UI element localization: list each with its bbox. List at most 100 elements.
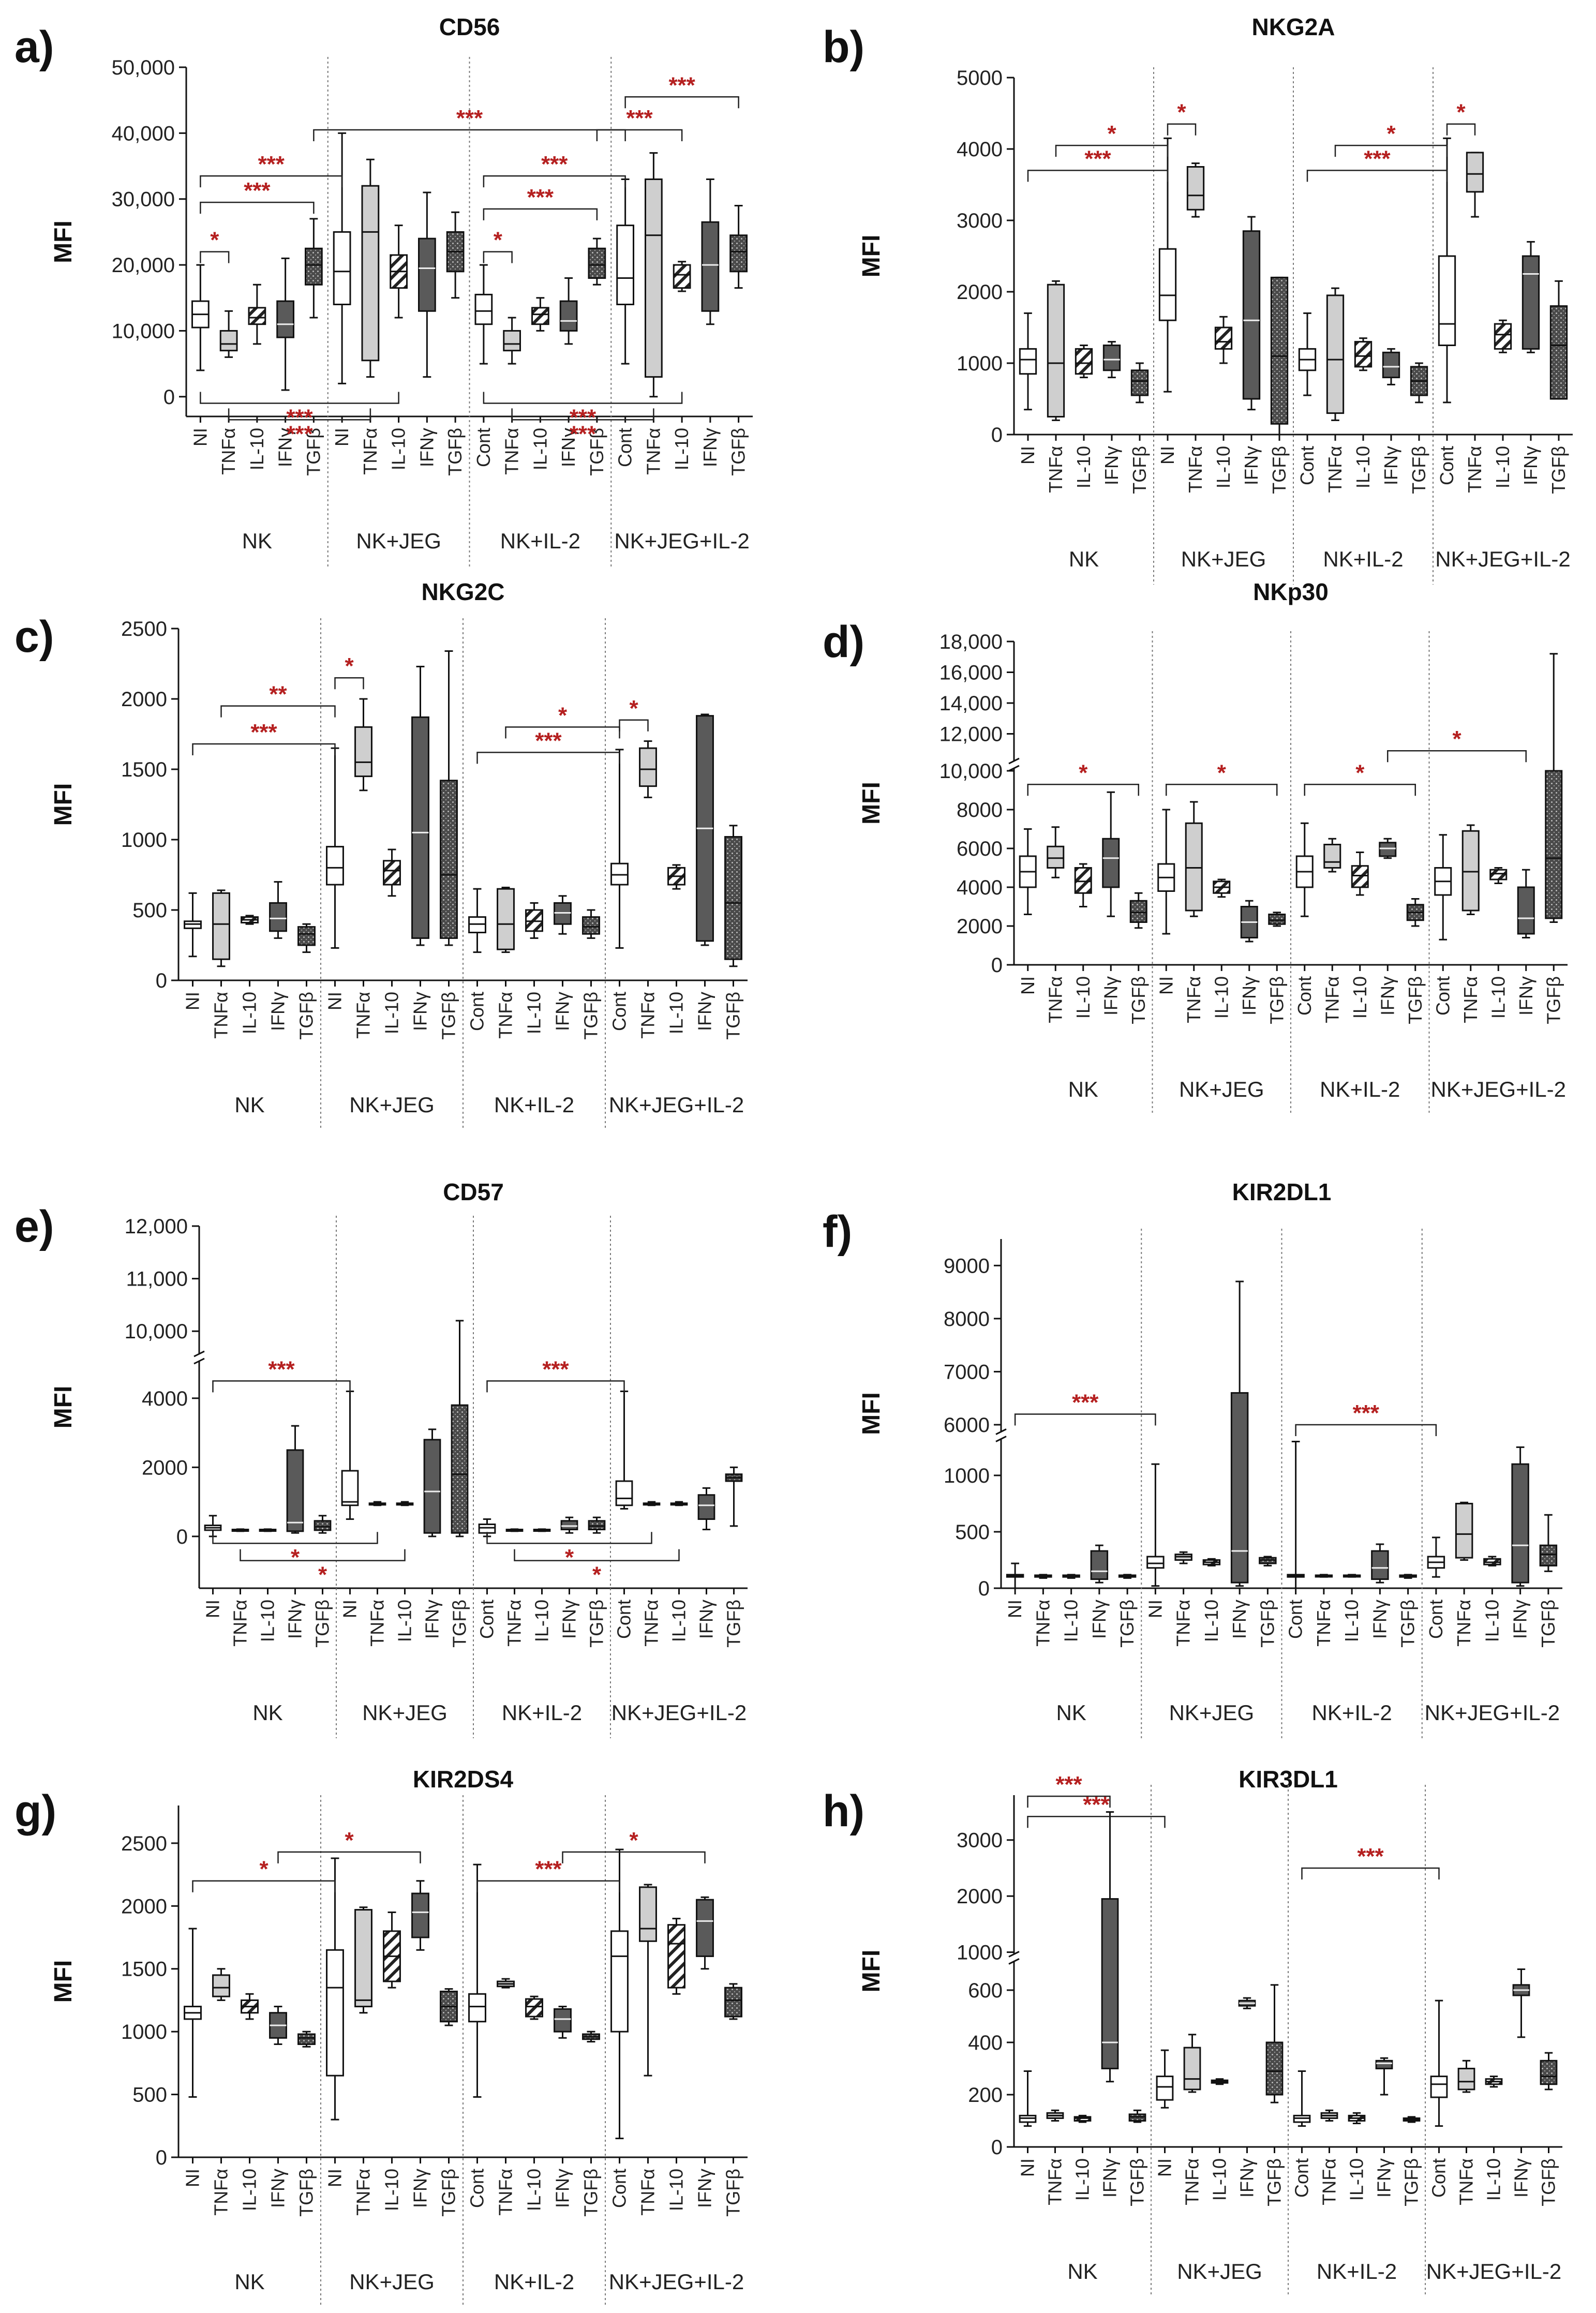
y-tick-label: 2500 (121, 618, 167, 640)
x-tick-label: IFNγ (422, 1600, 443, 1639)
box-IFNγ (1102, 341, 1121, 379)
significance-bracket: * (277, 1828, 421, 1863)
box-iqr (724, 836, 742, 960)
box-TGFβ (582, 909, 600, 939)
y-tick-label: 8000 (944, 1308, 990, 1331)
y-tick-label: 200 (968, 2084, 1003, 2107)
x-tick-label: TNFα (1321, 976, 1343, 1023)
box-iqr (1102, 838, 1120, 888)
box-iqr (1517, 886, 1535, 935)
panel-label: h) (823, 1786, 864, 1836)
box-IFNγ (269, 2006, 287, 2045)
significance-stars: *** (250, 720, 277, 745)
chart-title: NKG2A (1251, 13, 1335, 40)
x-tick-label: IL-10 (246, 428, 267, 470)
box-iqr (1457, 2067, 1475, 2091)
significance-stars: * (1386, 121, 1396, 146)
x-tick-label: Cont (609, 992, 630, 1031)
x-tick-label: TGFβ (728, 428, 749, 476)
box-IL-10 (1075, 345, 1093, 379)
box-IL-10 (525, 1995, 543, 2020)
x-tick-label: TNFα (641, 1600, 662, 1647)
x-tick-label: IL-10 (1481, 1600, 1502, 1642)
box-TNFα (1186, 162, 1205, 218)
x-tick-label: IFNγ (410, 2169, 431, 2208)
box-iqr (1379, 842, 1397, 857)
x-tick-label: TNFα (637, 2169, 659, 2216)
box-TGFβ (1540, 2052, 1558, 2091)
box-iqr (639, 747, 657, 787)
significance-bracket: *** (476, 1857, 620, 1892)
box-iqr (212, 1974, 230, 1997)
bracket-line (1304, 784, 1416, 796)
x-tick-label: IFNγ (1241, 446, 1262, 485)
bracket-line (1166, 784, 1278, 796)
significance-bracket: * (334, 653, 364, 690)
chart-title: NKG2C (421, 578, 504, 605)
significance-stars: * (210, 228, 219, 253)
x-tick-label: NI (1157, 446, 1178, 465)
x-tick-label: IFNγ (1236, 2158, 1258, 2198)
significance-bracket: *** (486, 1356, 625, 1393)
x-tick-label: Cont (1432, 976, 1453, 1016)
x-tick-label: IL-10 (239, 992, 260, 1034)
box-IFNγ (1382, 348, 1400, 385)
box-iqr (219, 330, 238, 352)
x-tick-label: TGFβ (586, 428, 607, 476)
bracket-line (212, 1380, 351, 1393)
significance-bracket: *** (596, 106, 683, 141)
box-IFNγ (1230, 1280, 1249, 1587)
box-iqr (333, 231, 351, 305)
y-axis-label: MFI (858, 782, 885, 825)
x-tick-label: IL-10 (1352, 446, 1374, 488)
x-tick-label: IL-10 (668, 1600, 690, 1642)
x-tick-label: NI (324, 2169, 346, 2187)
y-tick-label: 0 (978, 1577, 990, 1600)
box-TNFα (1320, 2109, 1338, 2122)
y-tick-label: 2000 (957, 915, 1003, 938)
significance-stars: * (629, 696, 638, 721)
x-tick-label: TNFα (643, 428, 664, 475)
y-tick-label: 12,000 (125, 1215, 188, 1238)
x-tick-label: IFNγ (558, 428, 579, 467)
box-Cont (474, 264, 493, 365)
x-tick-label: TNFα (1453, 1600, 1474, 1647)
box-iqr (1466, 152, 1484, 193)
x-tick-label: Cont (1425, 1600, 1446, 1639)
x-tick-label: TNFα (1456, 2158, 1477, 2205)
box-TGFβ (1545, 653, 1563, 923)
chart-title: KIR3DL1 (1239, 1766, 1338, 1793)
box-Cont (1427, 1536, 1445, 1578)
group-label: NK+JEG (1181, 547, 1266, 571)
box-iqr (474, 293, 493, 325)
y-tick-label: 1000 (121, 2021, 167, 2043)
significance-stars: * (1079, 760, 1088, 785)
x-tick-label: TNFα (218, 428, 239, 475)
box-iqr (673, 264, 691, 289)
significance-stars: * (558, 703, 568, 728)
box-Cont (468, 1863, 486, 2098)
box-iqr (1540, 2060, 1558, 2085)
box-TGFβ (1118, 1574, 1137, 1579)
significance-stars: *** (527, 185, 554, 210)
box-IFNγ (1238, 1997, 1256, 2009)
significance-bracket: *** (511, 408, 654, 446)
x-tick-label: Cont (1291, 2158, 1312, 2198)
significance-bracket: *** (313, 106, 626, 141)
box-IL-10 (383, 848, 401, 897)
x-tick-label: NI (1017, 976, 1038, 995)
x-tick-label: NI (324, 992, 346, 1010)
y-tick-label: 12,000 (939, 723, 1003, 746)
bracket-line (1387, 750, 1527, 763)
box-IFNγ (1375, 2057, 1393, 2096)
significance-stars: *** (286, 405, 313, 430)
box-iqr (559, 300, 578, 332)
box-TNFα (639, 740, 657, 798)
box-iqr (1375, 2060, 1393, 2069)
box-iqr (248, 307, 266, 325)
group-label: NK+JEG+IL-2 (1425, 1700, 1560, 1725)
box-IFNγ (1240, 900, 1258, 943)
box-IL-10 (1485, 2076, 1503, 2088)
box-iqr (304, 247, 323, 286)
box-IL-10 (1351, 852, 1369, 896)
